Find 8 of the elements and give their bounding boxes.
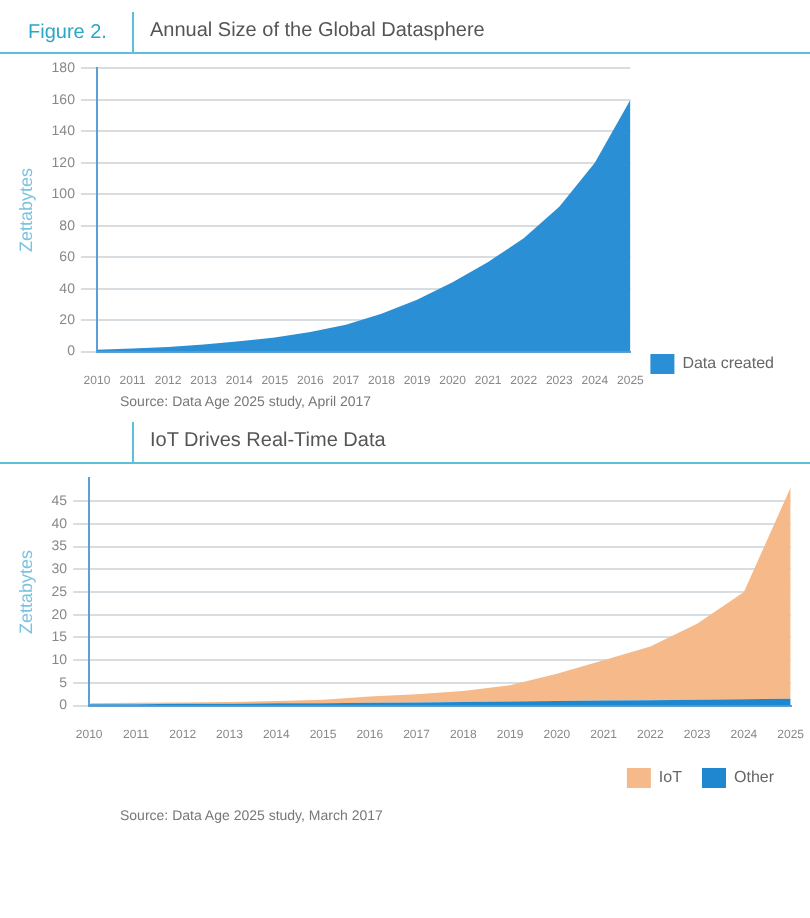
legend-label: Data created: [682, 354, 775, 373]
y-axis-title: Zettabytes: [15, 548, 36, 635]
chart-title: Annual Size of the Global Datasphere: [132, 12, 485, 52]
legend-label: IoT: [658, 768, 683, 787]
chart-title: IoT Drives Real-Time Data: [132, 422, 386, 462]
y-axis-title: Zettabytes: [15, 166, 36, 253]
legend-label: Other: [733, 768, 775, 787]
caption: Figure 2.: [26, 21, 109, 43]
